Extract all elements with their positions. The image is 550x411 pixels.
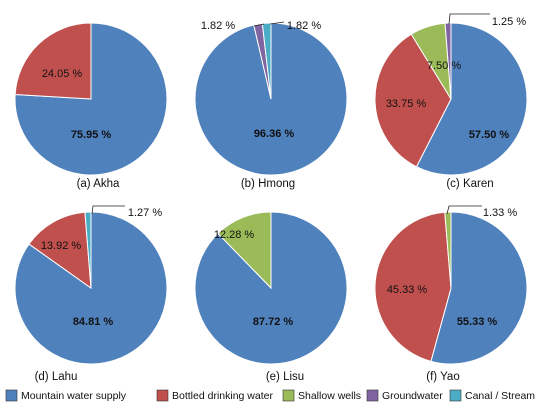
- legend-item-bottled: Bottled drinking water: [156, 389, 273, 402]
- leader-line: [253, 23, 265, 27]
- pie-slice-mountain: [14, 22, 168, 176]
- legend-swatch: [366, 389, 379, 402]
- slice-data-label: 87.72 %: [253, 316, 294, 328]
- legend-label: Mountain water supply: [21, 390, 127, 402]
- pie-slice-shallow: [217, 211, 272, 290]
- pie-slice-canal: [84, 211, 92, 289]
- slice-data-label: 57.50 %: [469, 129, 510, 141]
- legend-label: Shallow wells: [298, 390, 361, 402]
- pie-slice-mountain: [430, 211, 528, 365]
- pie-slice-ground: [444, 22, 452, 100]
- pie-caption: (a) Akha: [77, 178, 120, 190]
- leader-line: [269, 21, 285, 25]
- slice-data-label: 7.50 %: [427, 60, 461, 72]
- pie-2: 96.36 % 1.82 % 1.82 % (b) Hmong: [194, 20, 348, 190]
- legend: Mountain water supply Bottled drinking wa…: [5, 389, 535, 402]
- slice-data-label: 13.92 %: [41, 240, 82, 252]
- pie-slice-bottled: [14, 22, 92, 100]
- slice-data-label: 24.05 %: [42, 68, 83, 80]
- slice-data-label: 84.81 %: [73, 316, 114, 328]
- slice-data-label: 12.28 %: [214, 229, 255, 241]
- legend-item-shallow: Shallow wells: [282, 389, 361, 402]
- pie-slice-bottled: [374, 211, 452, 362]
- slice-data-label: 96.36 %: [254, 128, 295, 140]
- slice-data-label: 1.82 %: [287, 20, 321, 32]
- pie-caption: (e) Lisu: [266, 371, 304, 383]
- pie-5: 87.72 % 12.28 % (e) Lisu: [194, 211, 348, 383]
- legend-item-canal: Canal / Stream: [449, 389, 535, 402]
- slice-data-label: 33.75 %: [386, 98, 427, 110]
- slice-data-label: 1.25 %: [492, 16, 526, 28]
- pie-slice-canal: [261, 22, 272, 100]
- pie-caption: (c) Karen: [446, 178, 493, 190]
- pie-1: 75.95 % 24.05 % (a) Akha: [14, 22, 168, 190]
- pie-caption: (f) Yao: [426, 371, 459, 383]
- pie-3: 57.50 % 33.75 % 7.50 % 1.25 % (c) Karen: [374, 13, 528, 190]
- pie-4: 84.81 % 13.92 % 1.27 % (d) Lahu: [14, 205, 168, 383]
- pie-caption: (b) Hmong: [241, 178, 295, 190]
- legend-swatch: [156, 389, 169, 402]
- leader-line: [448, 13, 490, 25]
- legend-item-mountain: Mountain water supply: [5, 389, 127, 402]
- slice-data-label: 55.33 %: [457, 316, 498, 328]
- slice-data-label: 1.27 %: [128, 207, 162, 219]
- slice-data-label: 75.95 %: [71, 129, 112, 141]
- legend-label: Bottled drinking water: [172, 390, 273, 402]
- legend-label: Groundwater: [382, 390, 443, 402]
- pie-slice-bottled: [374, 33, 452, 168]
- pie-slice-mountain: [415, 22, 528, 176]
- legend-swatch: [449, 389, 462, 402]
- legend-swatch: [5, 389, 18, 402]
- pie-slice-bottled: [28, 211, 92, 290]
- legend-swatch: [282, 389, 295, 402]
- leader-line: [446, 205, 482, 215]
- legend-label: Canal / Stream: [465, 390, 535, 402]
- slice-data-label: 1.82 %: [201, 20, 235, 32]
- legend-item-ground: Groundwater: [366, 389, 443, 402]
- leader-line: [91, 205, 125, 215]
- slice-data-label: 1.33 %: [483, 207, 517, 219]
- slice-data-label: 45.33 %: [387, 284, 428, 296]
- pie-caption: (d) Lahu: [35, 371, 78, 383]
- pie-6: 55.33 % 45.33 % 1.33 % (f) Yao: [374, 205, 528, 383]
